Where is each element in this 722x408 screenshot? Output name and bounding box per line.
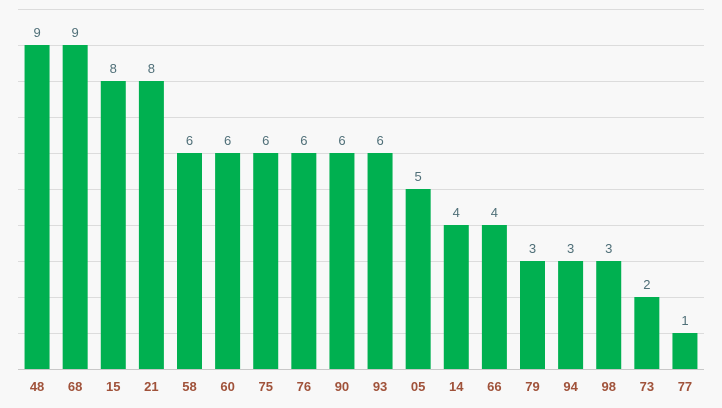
data-label-98: 3 — [605, 241, 612, 256]
x-tick-label-94: 94 — [563, 379, 578, 394]
data-label-68: 9 — [72, 25, 79, 40]
bar-79 — [520, 261, 545, 369]
bar-60 — [215, 153, 241, 369]
bar-21 — [138, 81, 164, 369]
data-label-93: 6 — [376, 133, 383, 148]
bar-77 — [672, 333, 698, 369]
x-tick-label-77: 77 — [678, 379, 692, 394]
bar-68 — [62, 45, 88, 369]
data-label-15: 8 — [110, 61, 117, 76]
x-tick-label-14: 14 — [449, 379, 464, 394]
data-labels: 9 9 8 8 6 6 6 6 6 6 5 4 4 3 3 3 2 1 — [33, 25, 688, 328]
bar-15 — [100, 81, 126, 369]
bar-75 — [253, 153, 279, 369]
data-label-90: 6 — [338, 133, 345, 148]
x-tick-label-66: 66 — [487, 379, 501, 394]
data-label-77: 1 — [681, 313, 688, 328]
data-label-79: 3 — [529, 241, 536, 256]
data-label-21: 8 — [148, 61, 155, 76]
x-tick-label-05: 05 — [411, 379, 425, 394]
data-label-73: 2 — [643, 277, 650, 292]
x-tick-label-73: 73 — [640, 379, 654, 394]
x-tick-label-60: 60 — [220, 379, 234, 394]
x-tick-label-75: 75 — [258, 379, 272, 394]
x-tick-label-68: 68 — [68, 379, 82, 394]
data-label-94: 3 — [567, 241, 574, 256]
data-label-75: 6 — [262, 133, 269, 148]
bar-14 — [443, 225, 469, 369]
x-tick-label-15: 15 — [106, 379, 120, 394]
bars — [24, 45, 698, 369]
data-label-76: 6 — [300, 133, 307, 148]
bar-05 — [405, 189, 431, 369]
data-label-48: 9 — [33, 25, 40, 40]
data-label-14: 4 — [453, 205, 460, 220]
bar-90 — [329, 153, 355, 369]
bar-66 — [481, 225, 507, 369]
x-tick-label-79: 79 — [525, 379, 539, 394]
x-tick-label-48: 48 — [30, 379, 44, 394]
x-tick-label-98: 98 — [601, 379, 615, 394]
x-axis-tick-labels: 48 68 15 21 58 60 75 76 90 93 05 14 66 79 94 98 73 77 — [30, 379, 692, 394]
x-tick-label-90: 90 — [335, 379, 349, 394]
gridlines — [18, 9, 704, 370]
x-tick-label-21: 21 — [144, 379, 158, 394]
data-label-66: 4 — [491, 205, 498, 220]
x-tick-label-76: 76 — [297, 379, 311, 394]
bar-98 — [596, 261, 622, 369]
x-tick-label-58: 58 — [182, 379, 196, 394]
bar-94 — [558, 261, 584, 369]
bar-73 — [634, 297, 660, 369]
bar-48 — [24, 45, 50, 369]
x-tick-label-93: 93 — [373, 379, 387, 394]
data-label-58: 6 — [186, 133, 193, 148]
bar-93 — [367, 153, 393, 369]
data-label-60: 6 — [224, 133, 231, 148]
bar-58 — [177, 153, 202, 369]
bar-76 — [291, 153, 317, 369]
data-label-05: 5 — [415, 169, 422, 184]
